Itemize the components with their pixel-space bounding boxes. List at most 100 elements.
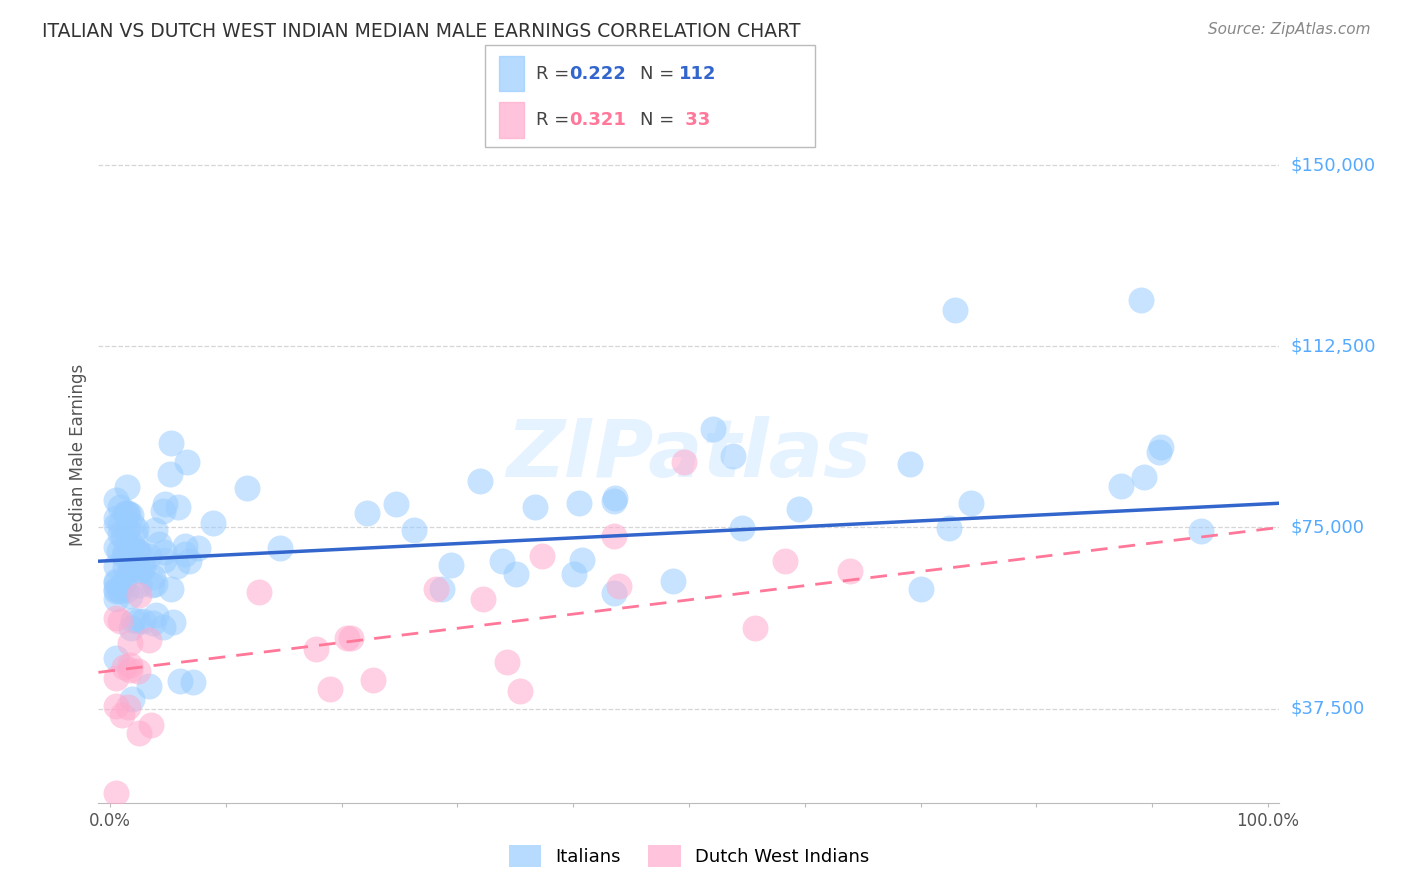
Point — [167, 500, 190, 515]
Text: R =: R = — [536, 64, 575, 83]
Text: 0.321: 0.321 — [569, 111, 626, 128]
Point — [898, 457, 921, 471]
Point — [839, 564, 862, 578]
Point — [568, 496, 591, 510]
Text: ITALIAN VS DUTCH WEST INDIAN MEDIAN MALE EARNINGS CORRELATION CHART: ITALIAN VS DUTCH WEST INDIAN MEDIAN MALE… — [42, 22, 800, 41]
Point — [114, 506, 136, 520]
Point — [162, 615, 184, 630]
Point — [201, 516, 224, 530]
Point — [176, 455, 198, 469]
Point — [118, 590, 141, 604]
Text: $37,500: $37,500 — [1291, 699, 1365, 717]
Point — [128, 578, 150, 592]
Point — [174, 539, 197, 553]
Point — [127, 664, 149, 678]
Y-axis label: Median Male Earnings: Median Male Earnings — [69, 364, 87, 546]
Point — [174, 547, 197, 561]
Point — [787, 502, 810, 516]
Point — [607, 579, 630, 593]
Point — [104, 786, 127, 800]
Point — [111, 577, 134, 591]
Point — [128, 588, 150, 602]
Point — [236, 481, 259, 495]
Point — [673, 455, 696, 469]
Point — [128, 563, 150, 577]
Text: Source: ZipAtlas.com: Source: ZipAtlas.com — [1208, 22, 1371, 37]
Point — [118, 563, 141, 577]
Point — [127, 614, 149, 628]
Point — [773, 554, 796, 568]
Text: N =: N = — [640, 64, 679, 83]
Point — [187, 541, 209, 555]
Point — [491, 554, 513, 568]
Point — [141, 578, 163, 592]
Point — [125, 522, 148, 536]
Point — [152, 545, 174, 559]
Text: $112,500: $112,500 — [1291, 337, 1376, 355]
Text: $75,000: $75,000 — [1291, 518, 1365, 536]
Point — [104, 584, 127, 599]
Point — [943, 303, 966, 318]
Point — [1150, 440, 1173, 454]
Point — [181, 675, 204, 690]
Point — [104, 574, 127, 588]
Point — [117, 539, 139, 553]
Point — [104, 576, 127, 591]
Point — [120, 621, 142, 635]
Point — [117, 506, 139, 520]
Point — [112, 660, 135, 674]
Point — [432, 582, 454, 596]
Point — [132, 614, 155, 628]
Point — [247, 585, 270, 599]
Point — [319, 682, 342, 697]
Point — [160, 582, 183, 596]
Point — [128, 725, 150, 739]
Point — [1129, 293, 1152, 308]
Point — [117, 700, 139, 714]
Point — [131, 560, 153, 574]
Point — [122, 613, 145, 627]
Point — [159, 467, 181, 481]
Point — [402, 523, 425, 537]
Point — [160, 436, 183, 450]
Point — [1189, 524, 1212, 538]
Point — [153, 553, 176, 567]
Point — [602, 493, 624, 508]
Point — [104, 493, 127, 508]
Point — [104, 592, 127, 607]
Point — [108, 500, 131, 514]
Point — [121, 537, 143, 551]
Point — [531, 549, 554, 564]
Point — [440, 558, 463, 573]
Point — [120, 560, 142, 574]
Point — [702, 422, 724, 436]
Point — [112, 549, 135, 563]
Point — [120, 664, 142, 678]
Point — [571, 552, 593, 566]
Point — [145, 607, 167, 622]
Point — [114, 560, 136, 574]
Text: 33: 33 — [679, 111, 710, 128]
Point — [128, 545, 150, 559]
Point — [523, 500, 546, 514]
Text: ZIPatlas: ZIPatlas — [506, 416, 872, 494]
Point — [152, 620, 174, 634]
Point — [910, 582, 932, 596]
Point — [744, 622, 766, 636]
Point — [166, 559, 188, 574]
Text: $150,000: $150,000 — [1291, 156, 1375, 174]
Point — [115, 506, 138, 520]
Point — [121, 517, 143, 532]
Point — [104, 671, 127, 685]
Point — [127, 544, 149, 558]
Text: 112: 112 — [679, 64, 717, 83]
Point — [104, 517, 127, 532]
Point — [108, 584, 131, 599]
Point — [960, 496, 983, 510]
Point — [169, 674, 191, 689]
Point — [132, 558, 155, 572]
Point — [104, 582, 127, 597]
Point — [138, 549, 160, 563]
Point — [120, 508, 142, 523]
Point — [110, 516, 132, 531]
